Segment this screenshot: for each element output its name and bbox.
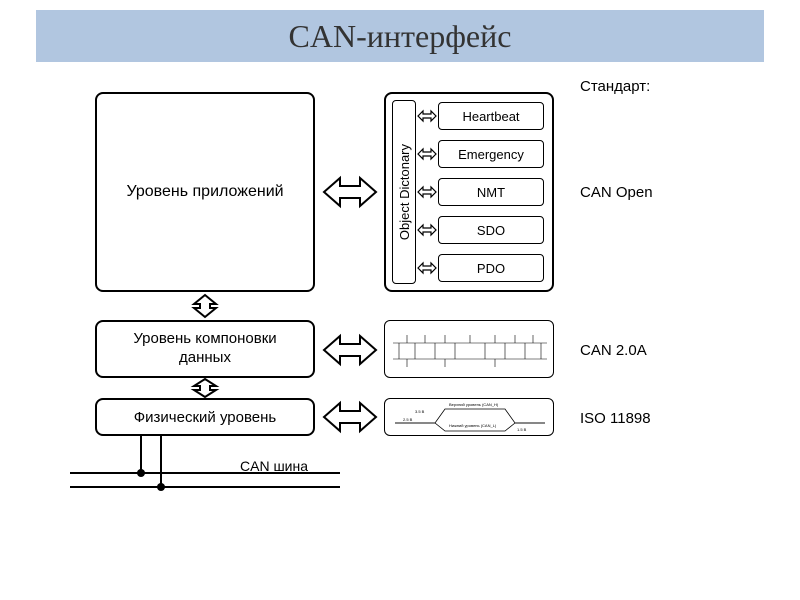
svg-text:Верхний уровень (CAN_H): Верхний уровень (CAN_H) (449, 402, 499, 407)
svg-text:3.5 В: 3.5 В (415, 409, 425, 414)
bus-node-dot (157, 483, 165, 491)
header-bar: CAN-интерфейс (36, 10, 764, 62)
layer-datalink-box: Уровень компоновки данных (95, 320, 315, 378)
od-item-sdo: SDO (438, 216, 544, 244)
object-dictionary-label: Object Dictonary (397, 144, 412, 240)
od-item-nmt-label: NMT (477, 185, 505, 200)
layer-application-label: Уровень приложений (126, 183, 283, 201)
od-item-pdo: PDO (438, 254, 544, 282)
od-item-emergency-label: Emergency (458, 147, 524, 162)
mini-arrow-icon (416, 107, 438, 125)
mini-arrow-icon (416, 221, 438, 239)
bus-connector-line (160, 436, 162, 488)
od-item-emergency: Emergency (438, 140, 544, 168)
standard-can-open: CAN Open (580, 184, 653, 201)
page-title: CAN-интерфейс (289, 18, 512, 55)
double-arrow-icon (320, 397, 380, 437)
layer-physical-label: Физический уровень (134, 409, 276, 426)
bus-node-dot (137, 469, 145, 477)
mini-arrow-icon (416, 145, 438, 163)
can-signal-diagram: Верхний уровень (CAN_H) Нижний уровень (… (384, 398, 554, 436)
svg-text:2.5 В: 2.5 В (403, 417, 413, 422)
bus-label: CAN шина (240, 458, 308, 474)
svg-text:1.5 В: 1.5 В (517, 427, 527, 432)
od-item-heartbeat: Heartbeat (438, 102, 544, 130)
double-arrow-icon (320, 330, 380, 370)
layer-application-box: Уровень приложений (95, 92, 315, 292)
layer-datalink-label: Уровень компоновки данных (133, 330, 276, 368)
can-frame-diagram (384, 320, 554, 378)
standard-iso: ISO 11898 (580, 410, 651, 427)
layer-physical-box: Физический уровень (95, 398, 315, 436)
bus-line (70, 486, 340, 488)
od-item-nmt: NMT (438, 178, 544, 206)
od-item-pdo-label: PDO (477, 261, 505, 276)
object-dictionary-label-box: Object Dictonary (392, 100, 416, 284)
standards-header: Стандарт: (580, 78, 650, 95)
svg-text:Нижний уровень (CAN_L): Нижний уровень (CAN_L) (449, 423, 497, 428)
od-item-heartbeat-label: Heartbeat (462, 109, 519, 124)
od-item-sdo-label: SDO (477, 223, 505, 238)
double-arrow-vertical-icon (186, 378, 224, 398)
mini-arrow-icon (416, 183, 438, 201)
standard-can-20a: CAN 2.0A (580, 342, 647, 359)
double-arrow-vertical-icon (186, 293, 224, 319)
double-arrow-icon (320, 172, 380, 212)
mini-arrow-icon (416, 259, 438, 277)
